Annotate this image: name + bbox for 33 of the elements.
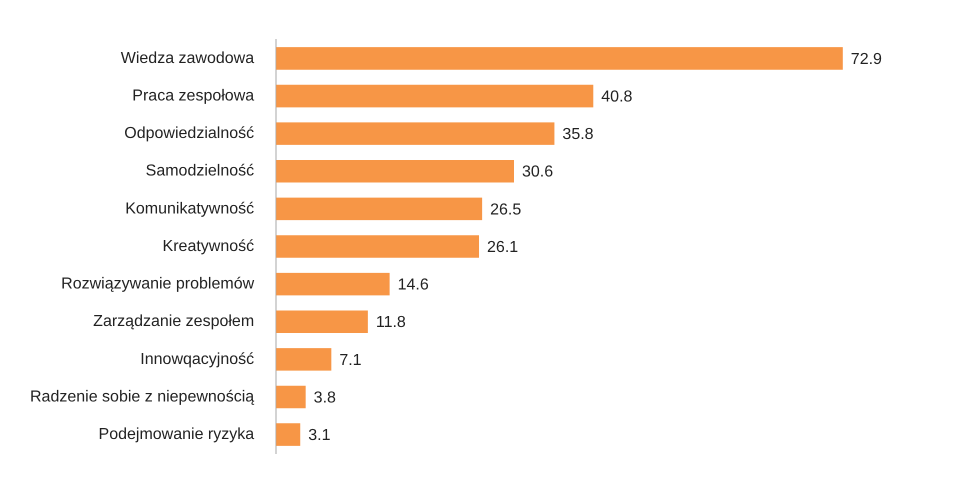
data-label: 14.6 (398, 276, 429, 294)
data-label: 26.5 (490, 201, 522, 218)
y-tick-label: Podejmowanie ryzyka (98, 426, 254, 443)
y-tick-label: Praca zespołowa (132, 87, 254, 104)
data-label: 72.9 (850, 50, 882, 68)
data-label: 7.1 (339, 352, 362, 369)
data-label: 30.6 (522, 164, 554, 181)
y-tick-label: Komunikatywność (125, 200, 254, 218)
y-tick-label: Samodzielność (146, 162, 254, 180)
y-tick-label: Wiedza zawodowa (120, 50, 254, 67)
y-tick-label: Zarządzanie zespołem (93, 313, 254, 330)
y-tick-label: Innowqacyjność (140, 350, 254, 368)
bar (276, 160, 514, 183)
y-tick-label: Radzenie sobie z niepewnością (30, 388, 254, 406)
bar (276, 348, 332, 371)
data-label: 3.1 (308, 426, 331, 444)
data-label: 40.8 (601, 88, 633, 106)
data-label: 35.8 (562, 126, 594, 144)
y-tick-label: Rozwiązywanie problemów (61, 276, 255, 293)
y-tick-label: Odpowiedzialność (124, 125, 254, 142)
bar (276, 272, 390, 296)
bar (276, 84, 594, 108)
bar (276, 423, 300, 446)
bar (276, 198, 482, 220)
data-label: 26.1 (487, 238, 518, 256)
bar (276, 122, 554, 145)
bar (276, 235, 480, 258)
y-tick-label: Kreatywność (162, 238, 254, 255)
bar (276, 47, 843, 70)
data-label: 3.8 (314, 389, 336, 406)
data-label: 11.8 (376, 314, 406, 332)
bar (276, 310, 368, 334)
bar (276, 386, 306, 408)
